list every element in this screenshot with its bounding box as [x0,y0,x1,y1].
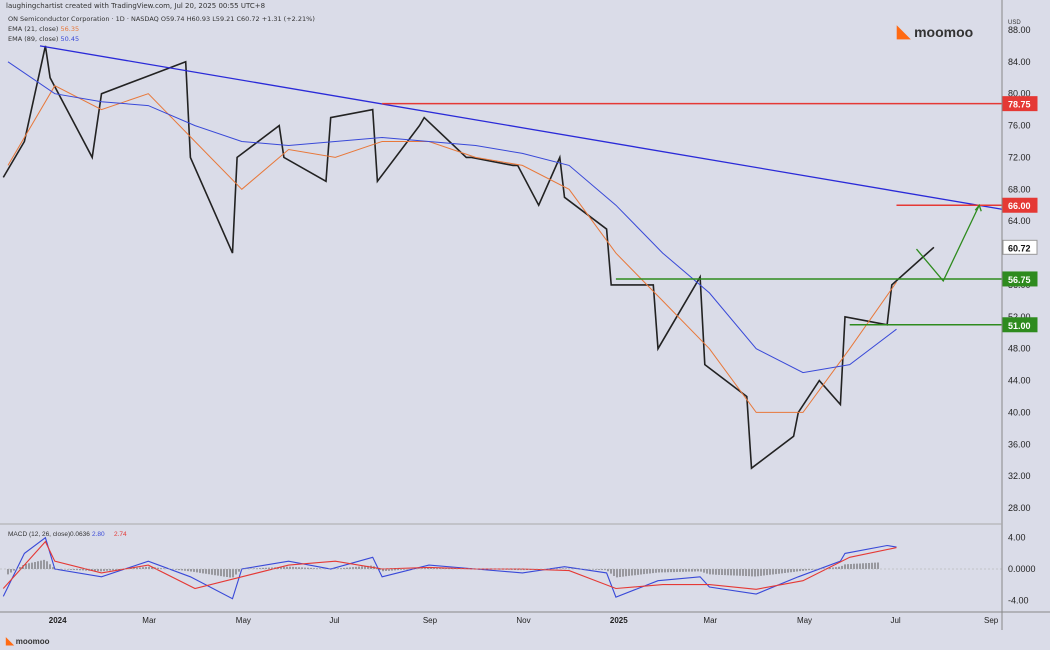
footer-brand: ◣ moomoo [6,636,49,647]
price-label-box-51.00 [1002,317,1038,333]
macd-panel: MACD (12, 26, close) 0.0636 2.80 2.74 [0,531,1002,600]
price-tick-84.00: 84.00 [1008,57,1031,67]
ema89-line [7,61,897,374]
macd-legend-value: 0.0636 [70,531,90,538]
price-label-56.75: 56.75 [1008,275,1031,285]
price-tick-40.00: 40.00 [1008,407,1031,417]
price-label-box-66.00 [1002,197,1038,213]
projection-path [915,204,980,283]
chart-legend: ON Semiconductor Corporation · 1D · NASD… [8,14,315,44]
price-series-line [2,45,935,470]
chart-attribution: laughingchartist created with TradingVie… [6,2,266,10]
moomoo-logo-icon: ◣ [897,22,911,41]
price-tick-52.00: 52.00 [1008,312,1031,322]
price-label-box-60.72 [1002,239,1038,255]
price-tick-36.00: 36.00 [1008,439,1031,449]
macd-legend-value: 2.74 [114,531,127,538]
legend-ema21: EMA (21, close) 56.35 [8,24,315,34]
time-tick-Nov: Nov [516,616,530,625]
time-tick-Mar: Mar [142,616,156,625]
time-tick-Jul: Jul [890,616,900,625]
moomoo-footer-logo-icon: ◣ [6,636,14,647]
price-panel [2,45,1003,470]
legend-ema89: EMA (89, close) 50.45 [8,34,315,44]
macd-tick--4.00: -4.00 [1008,595,1029,605]
time-tick-May: May [797,616,812,625]
currency-label: USD [1008,20,1021,26]
macd-tick-0.0000: 0.0000 [1008,564,1036,574]
legend-ema21-value: 56.35 [60,25,80,33]
price-tick-68.00: 68.00 [1008,184,1031,194]
time-tick-Mar: Mar [703,616,717,625]
time-axis: 2024 Mar May Jul Sep Nov 2025 Mar May Jul Sep [49,616,999,625]
macd-legend-value: 2.80 [92,531,105,538]
price-label-51.00: 51.00 [1008,321,1031,331]
price-tick-32.00: 32.00 [1008,471,1031,481]
time-tick-2025: 2025 [610,616,628,625]
legend-ema21-label: EMA (21, close) [8,25,59,33]
price-tick-64.00: 64.00 [1008,216,1031,226]
moomoo-watermark: ◣ moomoo [897,22,973,42]
footer-brand-name: moomoo [15,637,50,646]
descending-trendline [39,45,1003,210]
macd-signal-line [2,540,897,590]
ema21-line [7,85,897,413]
legend-ema89-label: EMA (89, close) [8,35,59,43]
legend-title: ON Semiconductor Corporation · 1D · NASD… [8,15,315,23]
price-tick-72.00: 72.00 [1008,152,1031,162]
time-tick-Jul: Jul [329,616,339,625]
price-tick-48.00: 48.00 [1008,344,1031,354]
price-tick-80.00: 80.00 [1008,89,1031,99]
time-tick-Sep: Sep [984,616,999,625]
price-label-66.00: 66.00 [1008,201,1031,211]
time-tick-May: May [236,616,251,625]
price-label-box-56.75 [1002,271,1038,287]
projection-arrowhead [974,203,982,212]
price-tick-28.00: 28.00 [1008,503,1031,513]
macd-legend-title: MACD (12, 26, close) [8,531,70,538]
legend-ema89-value: 50.45 [60,35,80,43]
price-label-box-78.75 [1002,96,1038,112]
price-tick-76.00: 76.00 [1008,121,1031,131]
price-label-78.75: 78.75 [1008,100,1031,110]
price-label-60.72: 60.72 [1008,243,1031,253]
time-tick-Sep: Sep [423,616,438,625]
moomoo-brand-name: moomoo [914,24,974,40]
time-tick-2024: 2024 [49,616,67,625]
price-tick-44.00: 44.00 [1008,376,1031,386]
macd-tick-4.00: 4.00 [1008,533,1026,543]
price-tick-88.00: 88.00 [1008,25,1031,35]
